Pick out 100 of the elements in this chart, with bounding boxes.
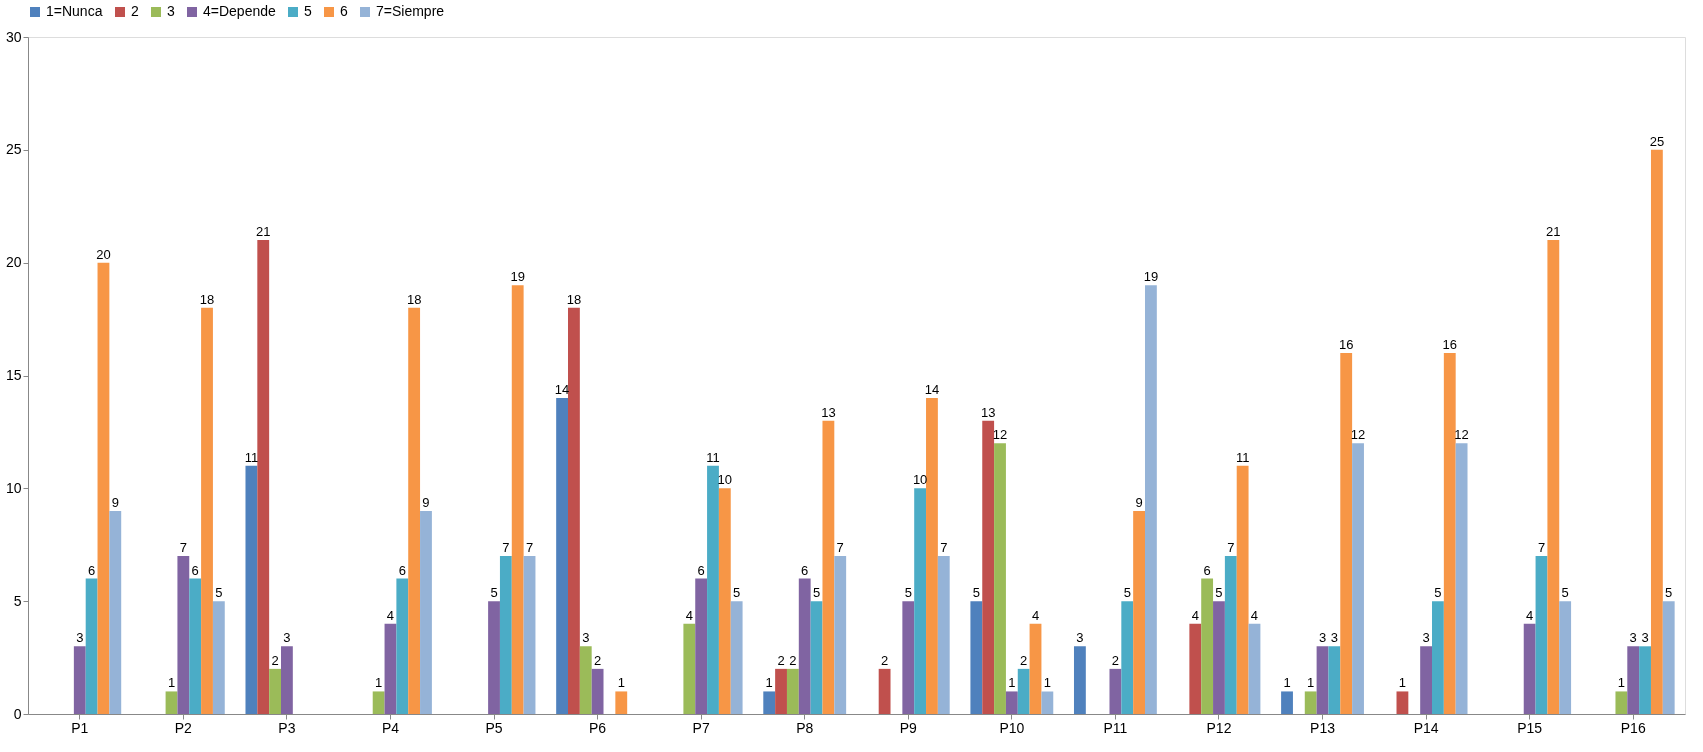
bar (1029, 623, 1042, 714)
bar (1352, 443, 1364, 714)
bar (1017, 668, 1030, 714)
x-tick-label: P9 (899, 719, 918, 736)
legend-label: 2 (131, 3, 139, 19)
bar (1145, 285, 1157, 714)
data-label: 16 (1338, 336, 1354, 352)
data-label: 3 (1629, 630, 1637, 646)
data-label: 21 (1546, 224, 1561, 240)
data-label: 7 (1227, 540, 1235, 556)
x-tick-label: P3 (278, 719, 296, 736)
bar (1455, 443, 1468, 714)
bar (499, 556, 512, 714)
legend-label: 6 (340, 3, 348, 19)
bar (372, 691, 385, 714)
data-label: 19 (510, 269, 525, 285)
y-tick-label: 0 (13, 705, 22, 722)
bar (1420, 646, 1433, 714)
data-label: 1 (1307, 675, 1315, 691)
data-label: 18 (406, 291, 422, 307)
bar (914, 488, 927, 714)
bar (695, 578, 708, 714)
bar (269, 668, 281, 714)
data-label: 5 (812, 585, 821, 601)
bar (994, 443, 1006, 714)
data-label: 19 (1143, 269, 1159, 285)
bar (707, 465, 719, 714)
y-tick-label: 25 (5, 141, 22, 158)
bar (786, 668, 799, 714)
data-label: 5 (972, 585, 980, 601)
bar (1396, 691, 1409, 714)
bar (1316, 646, 1329, 714)
bar (73, 646, 86, 714)
bar (189, 578, 202, 714)
bar (1639, 646, 1651, 714)
data-label: 4 (386, 607, 395, 623)
bar (810, 601, 823, 714)
data-label: 4 (685, 607, 693, 623)
bar (591, 668, 604, 714)
bar (556, 398, 568, 714)
y-tick-label: 20 (5, 254, 22, 271)
bar (1443, 352, 1456, 714)
y-tick-label: 10 (5, 479, 22, 496)
data-label: 1 (1283, 675, 1291, 691)
data-label: 4 (1250, 607, 1259, 623)
data-label: 6 (697, 562, 705, 578)
bar (1248, 623, 1261, 714)
data-label: 1 (617, 675, 625, 691)
data-label: 11 (1235, 449, 1250, 465)
data-label: 7 (179, 540, 187, 556)
bar (420, 510, 432, 714)
bar (1535, 556, 1548, 714)
data-label: 2 (789, 652, 797, 668)
bar (1650, 149, 1663, 714)
bar (488, 601, 500, 714)
legend-label: 5 (304, 3, 312, 19)
bar (902, 601, 915, 714)
data-label: 5 (733, 585, 741, 601)
bar (1213, 601, 1225, 714)
bar (257, 240, 270, 714)
data-label: 5 (904, 585, 912, 601)
data-label: 7 (836, 540, 844, 556)
bar (1201, 578, 1214, 714)
bar (1662, 601, 1675, 714)
x-tick-label: P11 (1103, 719, 1128, 736)
bar (982, 420, 995, 714)
data-label: 2 (880, 652, 889, 668)
data-label: 9 (111, 494, 119, 510)
data-label: 3 (582, 630, 590, 646)
bar (1121, 601, 1134, 714)
bar (1005, 691, 1018, 714)
bar (878, 668, 891, 714)
bar (1340, 352, 1353, 714)
bar (579, 646, 592, 714)
data-label: 5 (1215, 585, 1223, 601)
bar (1627, 646, 1640, 714)
bar (730, 601, 743, 714)
data-label: 2 (1020, 652, 1028, 668)
data-label: 7 (1537, 540, 1546, 556)
data-label: 3 (1641, 630, 1649, 646)
x-tick-label: P15 (1517, 719, 1543, 736)
bar (568, 307, 580, 714)
bar (1224, 556, 1237, 714)
bar (1133, 510, 1145, 714)
bar (1109, 668, 1122, 714)
legend-label: 1=Nunca (46, 3, 103, 19)
bar (396, 578, 409, 714)
bar (798, 578, 811, 714)
data-label: 5 (490, 585, 498, 601)
x-tick-label: P4 (381, 719, 400, 736)
legend-label: 7=Siempre (376, 3, 445, 19)
data-label: 3 (283, 630, 291, 646)
x-tick-label: P14 (1413, 719, 1439, 736)
bar (1304, 691, 1317, 714)
bar (1547, 240, 1560, 714)
data-label: 1 (765, 675, 773, 691)
data-label: 14 (924, 382, 940, 398)
data-label: 13 (821, 404, 836, 420)
x-tick-label: P8 (796, 719, 814, 736)
data-label: 2 (593, 652, 602, 668)
